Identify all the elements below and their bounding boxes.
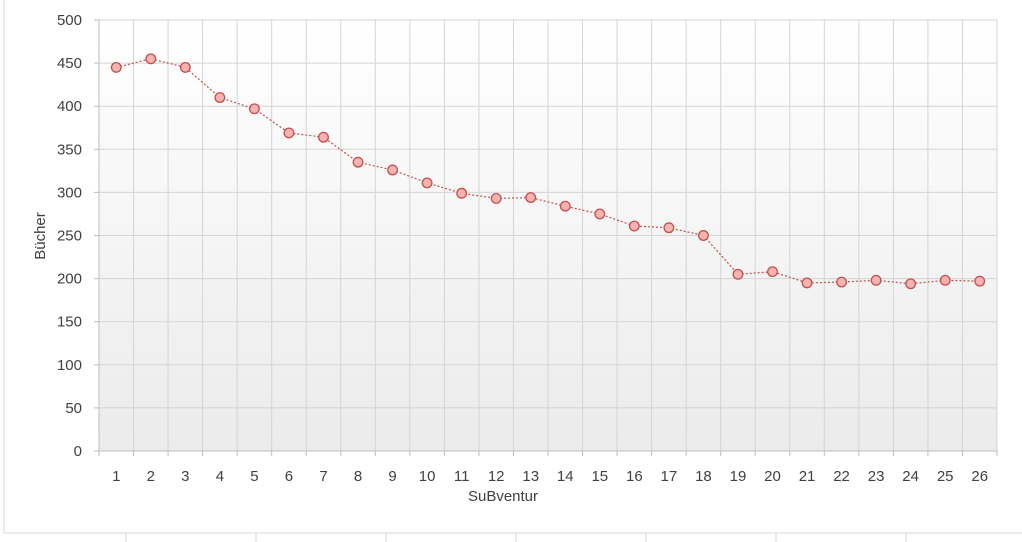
data-point: [767, 266, 778, 278]
x-tick-label: 14: [557, 468, 574, 485]
x-tick-label: 25: [937, 468, 954, 485]
x-axis-ticks: 1 2 3 4 5 6 7 8 9 10 11 12 13 14 15 16 17 18 19 20 21 22 23 24 2…: [98, 451, 998, 485]
x-tick-label: 24: [902, 468, 919, 485]
y-tick-label: 150: [57, 314, 82, 331]
y-tick-label: 50: [65, 400, 82, 417]
data-point: [559, 200, 571, 212]
y-tick-label: 350: [57, 141, 82, 158]
data-point: [939, 274, 951, 286]
x-tick-label: 2: [147, 468, 155, 485]
data-point: [525, 192, 537, 204]
data-point: [801, 277, 813, 289]
data-point: [352, 156, 364, 168]
x-tick-label: 7: [319, 468, 327, 485]
x-tick-label: 6: [285, 468, 293, 485]
data-point: [248, 103, 260, 115]
x-tick-label: 20: [764, 468, 781, 485]
data-point: [697, 230, 709, 241]
x-axis-title: SuBventur: [468, 488, 538, 505]
y-axis-title: Bücher: [32, 212, 49, 260]
x-tick-label: 22: [833, 468, 850, 485]
x-tick-label: 9: [388, 468, 396, 485]
x-tick-label: 3: [181, 468, 189, 485]
y-tick-label: 100: [57, 357, 82, 374]
data-point: [732, 268, 744, 280]
data-point: [214, 92, 226, 104]
x-tick-label: 1: [112, 468, 120, 485]
data-point: [456, 187, 468, 199]
grid: [99, 19, 998, 451]
x-tick-label: 13: [522, 468, 539, 485]
x-tick-label: 17: [661, 468, 678, 485]
data-point: [110, 61, 122, 73]
x-tick-label: 11: [454, 468, 470, 485]
data-point: [318, 131, 329, 143]
data-point: [179, 61, 191, 73]
data-point: [490, 192, 502, 204]
chart-frame: [3, 0, 1022, 542]
data-point: [283, 127, 295, 139]
data-point: [663, 222, 675, 234]
data-point: [145, 53, 157, 65]
data-point: [421, 177, 433, 189]
x-tick-label: 23: [868, 468, 885, 485]
x-tick-label: 16: [626, 468, 643, 485]
x-tick-label: 19: [730, 468, 747, 485]
series: [110, 53, 986, 290]
x-tick-label: 26: [971, 468, 988, 485]
data-point: [628, 220, 640, 232]
y-tick-label: 300: [57, 184, 82, 201]
y-axis-ticks: 0 50 100 150 200 250 300 350 400 450 500: [57, 12, 99, 460]
data-point: [974, 275, 986, 287]
data-point: [836, 276, 848, 288]
x-tick-label: 15: [591, 468, 608, 485]
x-tick-label: 18: [695, 468, 712, 485]
y-tick-label: 250: [57, 228, 82, 245]
x-tick-label: 4: [216, 468, 224, 485]
series-line: [116, 58, 980, 285]
data-point: [905, 278, 917, 290]
y-tick-label: 0: [74, 443, 82, 460]
x-tick-label: 8: [354, 468, 362, 485]
x-tick-label: 5: [250, 468, 258, 485]
y-tick-label: 200: [57, 271, 82, 288]
x-tick-label: 10: [419, 468, 436, 485]
y-tick-label: 400: [57, 98, 82, 115]
x-tick-label: 12: [488, 468, 505, 485]
y-tick-label: 450: [57, 55, 82, 72]
x-tick-label: 21: [799, 468, 816, 485]
data-point: [870, 274, 882, 286]
y-tick-label: 500: [57, 12, 82, 29]
data-point: [387, 164, 399, 176]
data-point: [594, 208, 606, 220]
